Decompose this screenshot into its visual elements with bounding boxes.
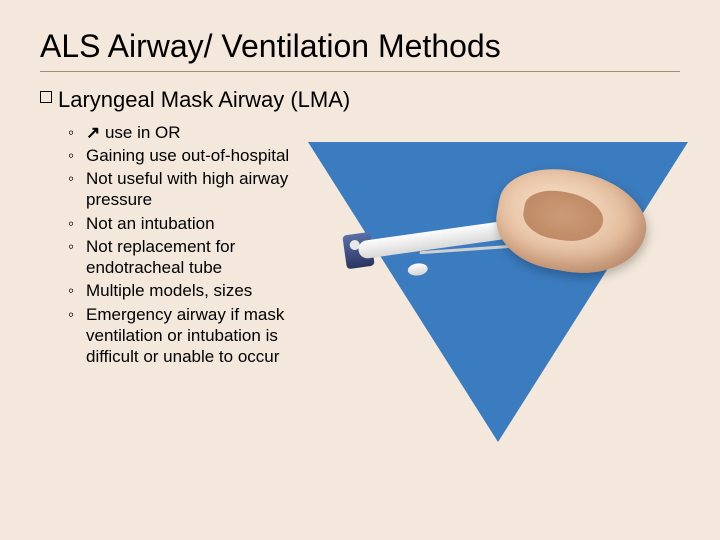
title-underline (40, 71, 680, 72)
list-item: ◦Not useful with high airway pressure (68, 168, 320, 211)
list-item: ◦Not an intubation (68, 213, 320, 234)
slide: ALS Airway/ Ventilation Methods Laryngea… (0, 0, 720, 540)
list-item: ◦↗ use in OR (68, 122, 320, 143)
bullet-marker-icon: ◦ (68, 122, 86, 143)
lma-pilot-balloon-icon (407, 262, 428, 277)
lma-image (308, 142, 688, 442)
list-item: ◦Multiple models, sizes (68, 280, 320, 301)
bullet-text: Multiple models, sizes (86, 280, 320, 301)
bullet-marker-icon: ◦ (68, 236, 86, 257)
bullet-marker-icon: ◦ (68, 145, 86, 166)
bullet-text: Not replacement for endotracheal tube (86, 236, 320, 279)
increase-arrow-icon: ↗ (86, 123, 100, 142)
bullet-marker-icon: ◦ (68, 213, 86, 234)
list-item: ◦Emergency airway if mask ventilation or… (68, 304, 320, 368)
square-bullet-icon (40, 91, 52, 103)
bullet-text: Not useful with high airway pressure (86, 168, 320, 211)
bullet-text: Emergency airway if mask ventilation or … (86, 304, 320, 368)
bullet-text: ↗ use in OR (86, 122, 320, 143)
subtitle: Laryngeal Mask Airway (LMA) (58, 86, 350, 114)
lma-mask-icon (489, 159, 654, 284)
bullet-list: ◦↗ use in OR◦Gaining use out-of-hospital… (40, 122, 320, 370)
list-item: ◦Gaining use out-of-hospital (68, 145, 320, 166)
list-item: ◦Not replacement for endotracheal tube (68, 236, 320, 279)
bullet-marker-icon: ◦ (68, 280, 86, 301)
page-title: ALS Airway/ Ventilation Methods (40, 28, 680, 65)
bullet-marker-icon: ◦ (68, 168, 86, 189)
bullet-text: Gaining use out-of-hospital (86, 145, 320, 166)
bullet-marker-icon: ◦ (68, 304, 86, 325)
subtitle-row: Laryngeal Mask Airway (LMA) (40, 86, 680, 114)
bullet-text: Not an intubation (86, 213, 320, 234)
